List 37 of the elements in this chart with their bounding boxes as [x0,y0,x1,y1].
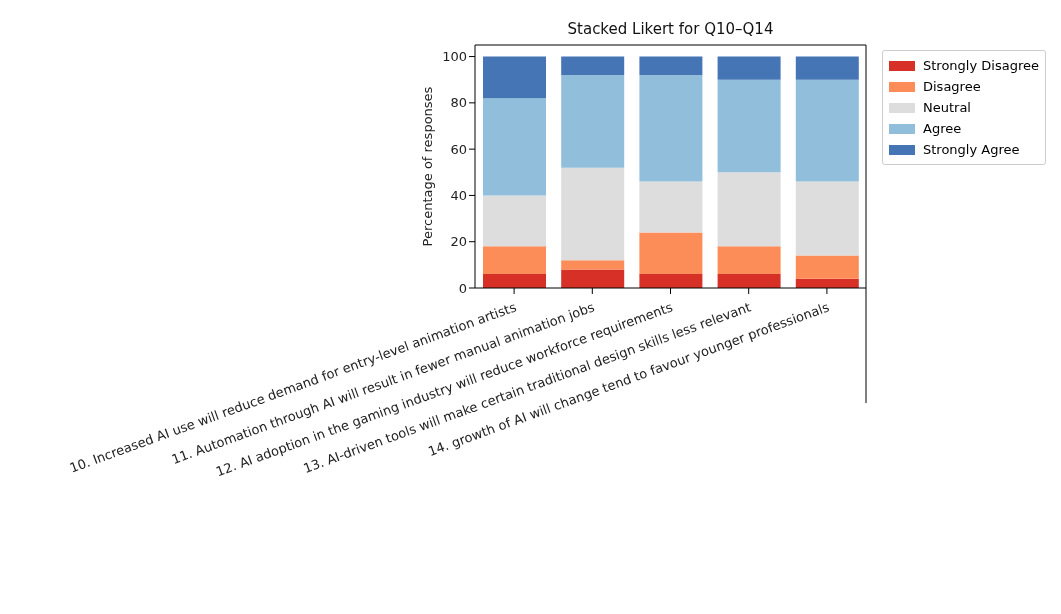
bar [639,274,703,288]
bar [483,98,546,196]
bar [561,56,625,76]
bar [639,75,703,182]
bar [483,246,546,275]
legend-label: Agree [923,121,962,136]
bar [717,172,781,247]
bar [483,274,546,288]
y-tick-label: 40 [450,188,467,204]
bar [795,79,859,182]
legend-label: Disagree [923,79,981,94]
y-tick-label: 0 [458,280,467,296]
bar [483,195,546,247]
bar [717,246,781,275]
bar [717,274,781,288]
legend-label: Strongly Disagree [923,58,1039,73]
bar [795,181,859,256]
bar [561,260,625,270]
y-tick-label: 100 [442,49,467,65]
bar [639,56,703,76]
bar [717,79,781,173]
y-axis-title: Percentage of responses [419,86,435,247]
bar [561,75,625,168]
bar [717,56,781,80]
bar [561,167,625,261]
y-tick-label: 60 [450,141,467,157]
y-tick-label: 20 [450,234,467,250]
legend-label: Strongly Agree [923,142,1020,157]
bar [561,269,625,288]
y-tick-label: 80 [450,95,467,111]
chart-title: Stacked Likert for Q10–Q14 [566,20,775,38]
bar [483,56,546,99]
bar [795,255,859,279]
bar [639,181,703,233]
legend-label: Neutral [923,100,971,115]
bar [639,232,703,275]
bar [795,56,859,80]
